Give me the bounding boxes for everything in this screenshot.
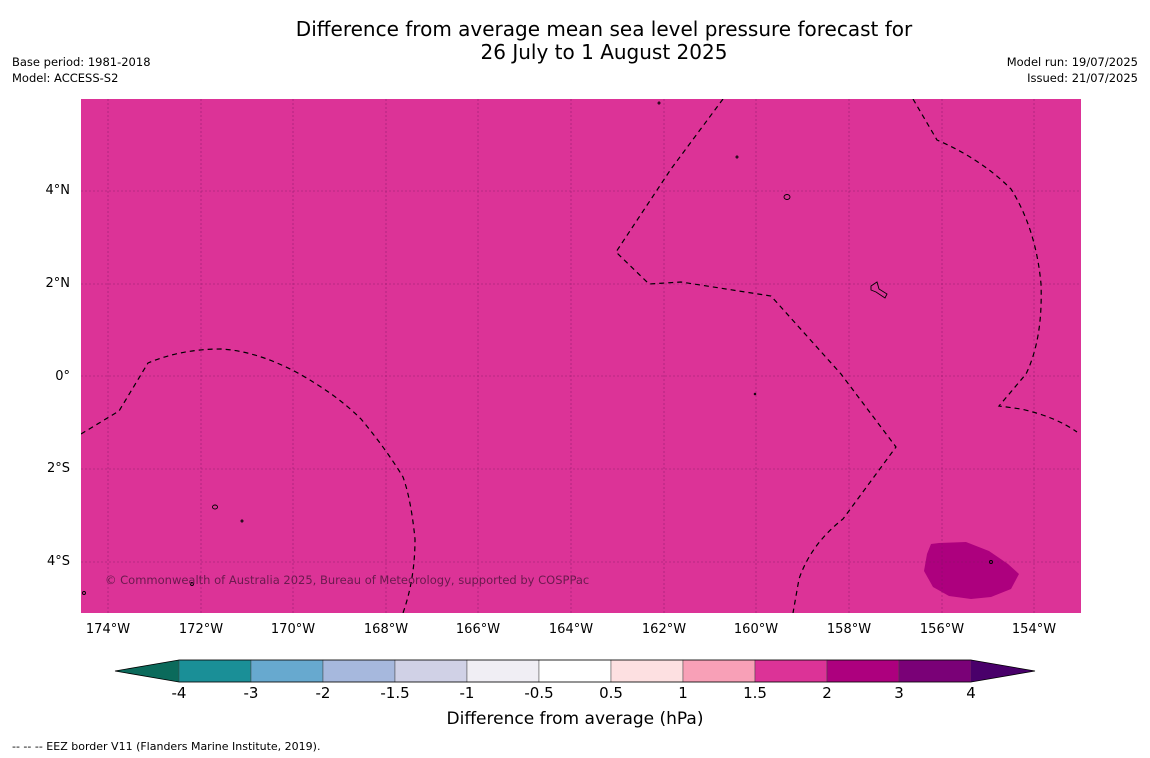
- copyright-notice: © Commonwealth of Australia 2025, Bureau…: [105, 573, 589, 587]
- lat-label-4n: 4°N: [45, 183, 71, 198]
- lon-label-168w: 168°W: [363, 622, 409, 637]
- colorbar-tick: -0.5: [524, 684, 554, 702]
- model-name: Model: ACCESS-S2: [12, 71, 119, 85]
- title-line-1: Difference from average mean sea level p…: [295, 17, 913, 41]
- lon-label-162w: 162°W: [641, 622, 687, 637]
- lon-label-158w: 158°W: [826, 622, 872, 637]
- colorbar-tick: 3: [894, 684, 904, 702]
- colorbar-tick: -3: [243, 684, 259, 702]
- lon-label-164w: 164°W: [548, 622, 594, 637]
- graticule: [81, 99, 1081, 613]
- lon-label-170w: 170°W: [270, 622, 316, 637]
- colorbar-swatch: [898, 659, 972, 683]
- issued-date: Issued: 21/07/2025: [1027, 71, 1138, 85]
- lon-label-166w: 166°W: [455, 622, 501, 637]
- colorbar-tick: 0.5: [599, 684, 623, 702]
- colorbar-swatch: [250, 659, 324, 683]
- map-background: [81, 99, 1081, 613]
- colorbar-swatch: [394, 659, 468, 683]
- colorbar-outline: [114, 659, 1036, 683]
- colorbar-swatch: [826, 659, 900, 683]
- colorbar: [114, 659, 1036, 683]
- high-anomaly-region: [924, 542, 1019, 599]
- meta-right: Model run: 19/07/2025 Issued: 21/07/2025: [1007, 54, 1138, 86]
- colorbar-extend-low: [115, 660, 179, 682]
- meta-left: Base period: 1981-2018 Model: ACCESS-S2: [12, 54, 151, 86]
- colorbar-tick: -4: [171, 684, 187, 702]
- colorbar-swatch: [466, 659, 540, 683]
- colorbar-tick: -2: [315, 684, 331, 702]
- colorbar-extend-high: [971, 660, 1035, 682]
- map-panel: © Commonwealth of Australia 2025, Bureau…: [81, 99, 1081, 613]
- colorbar-tick: -1: [459, 684, 475, 702]
- colorbar-tick: 4: [966, 684, 976, 702]
- colorbar-swatch: [178, 659, 252, 683]
- lon-label-174w: 174°W: [85, 622, 131, 637]
- lat-label-2s: 2°S: [46, 461, 70, 476]
- lon-label-172w: 172°W: [178, 622, 224, 637]
- colorbar-tick: 2: [822, 684, 832, 702]
- islands: [82, 101, 993, 595]
- lon-label-154w: 154°W: [1011, 622, 1057, 637]
- base-period: Base period: 1981-2018: [12, 55, 151, 69]
- lon-label-156w: 156°W: [919, 622, 965, 637]
- colorbar-tick: 1.5: [743, 684, 767, 702]
- eez-legend-note: -- -- -- EEZ border V11 (Flanders Marine…: [12, 740, 321, 753]
- colorbar-label: Difference from average (hPa): [446, 709, 704, 729]
- colorbar-swatch: [682, 659, 756, 683]
- colorbar-swatch: [610, 659, 684, 683]
- lat-label-2n: 2°N: [45, 276, 71, 291]
- colorbar-tick: -1.5: [380, 684, 410, 702]
- title-line-2: 26 July to 1 August 2025: [480, 40, 728, 64]
- chart-title: Difference from average mean sea level p…: [0, 18, 1150, 64]
- model-run: Model run: 19/07/2025: [1006, 55, 1138, 69]
- lon-label-160w: 160°W: [733, 622, 779, 637]
- colorbar-swatch: [538, 659, 612, 683]
- colorbar-swatch: [754, 659, 828, 683]
- colorbar-swatch: [322, 659, 396, 683]
- lat-label-0: 0°: [55, 369, 70, 384]
- lat-label-4s: 4°S: [46, 554, 70, 569]
- colorbar-tick: 1: [678, 684, 688, 702]
- eez-borders: [81, 99, 1078, 613]
